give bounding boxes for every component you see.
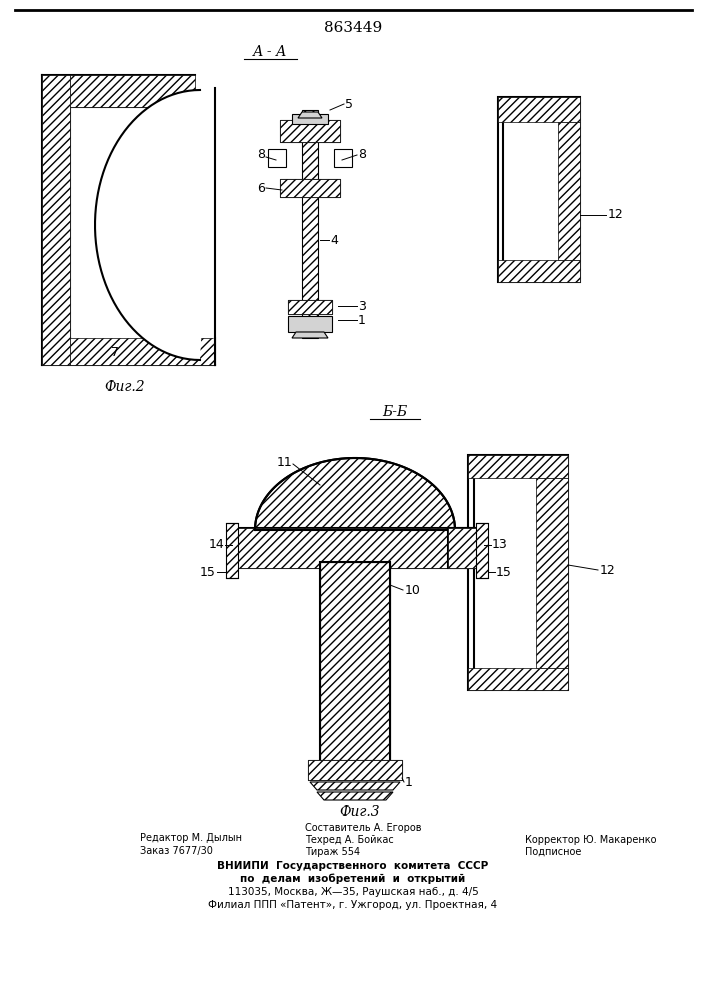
Text: 7: 7 [111, 346, 119, 359]
Bar [288, 316, 332, 332]
Text: 863449: 863449 [324, 21, 382, 35]
Bar [232, 528, 482, 568]
Text: 10: 10 [405, 584, 421, 596]
Bar [42, 75, 70, 365]
Polygon shape [317, 792, 393, 800]
Text: Фиг.2: Фиг.2 [105, 380, 146, 394]
Bar [468, 455, 568, 478]
Text: А - А: А - А [252, 45, 287, 59]
Bar [503, 107, 560, 270]
Text: 5: 5 [345, 98, 353, 110]
Bar [292, 114, 328, 124]
Text: 1: 1 [358, 314, 366, 326]
Bar [70, 75, 195, 107]
Polygon shape [292, 332, 328, 338]
Bar [498, 260, 580, 282]
Bar [232, 528, 482, 568]
Bar [320, 562, 390, 762]
Text: Филиал ППП «Патент», г. Ужгород, ул. Проектная, 4: Филиал ППП «Патент», г. Ужгород, ул. Про… [209, 900, 498, 910]
Text: Редактор М. Дылын: Редактор М. Дылын [140, 833, 242, 843]
Bar [70, 338, 215, 365]
Text: 15: 15 [200, 566, 216, 578]
Text: Подписное: Подписное [525, 847, 581, 857]
Bar [288, 300, 332, 314]
Bar [280, 120, 340, 142]
Text: по  делам  изобретений  и  открытий: по делам изобретений и открытий [240, 874, 466, 884]
Text: 113035, Москва, Ж—35, Раушская наб., д. 4/5: 113035, Москва, Ж—35, Раушская наб., д. … [228, 887, 479, 897]
Text: 4: 4 [330, 233, 338, 246]
Bar [498, 97, 580, 282]
Bar [268, 149, 286, 167]
Text: 14: 14 [209, 538, 224, 552]
Bar [288, 300, 332, 314]
Text: 8: 8 [257, 148, 265, 161]
Bar [448, 528, 484, 568]
Text: 15: 15 [496, 566, 512, 578]
Bar [308, 760, 402, 780]
Bar [280, 179, 340, 197]
Text: ВНИИПИ  Государственного  комитета  СССР: ВНИИПИ Государственного комитета СССР [217, 861, 489, 871]
Polygon shape [255, 458, 455, 530]
Bar [280, 179, 340, 197]
Text: Корректор Ю. Макаренко: Корректор Ю. Макаренко [525, 835, 657, 845]
Polygon shape [95, 88, 215, 365]
Bar [558, 122, 580, 260]
Text: Составитель А. Егоров: Составитель А. Егоров [305, 823, 421, 833]
Bar [498, 97, 580, 122]
Polygon shape [298, 112, 322, 118]
Bar [474, 465, 542, 678]
Text: 13: 13 [492, 538, 508, 552]
Text: 1: 1 [405, 776, 413, 788]
Bar [226, 523, 238, 578]
Text: Фиг.3: Фиг.3 [339, 805, 380, 819]
Text: Б-Б: Б-Б [382, 405, 408, 419]
Bar [448, 528, 484, 568]
Text: 11: 11 [276, 456, 292, 468]
Text: 6: 6 [257, 182, 265, 194]
Text: Техред А. Бойкас: Техред А. Бойкас [305, 835, 394, 845]
Bar [468, 455, 568, 690]
Bar [334, 149, 352, 167]
Bar [476, 523, 488, 578]
Text: Заказ 7677/30: Заказ 7677/30 [140, 846, 213, 856]
Text: 12: 12 [600, 564, 616, 576]
Bar [302, 110, 318, 338]
Text: Тираж 554: Тираж 554 [305, 847, 360, 857]
Bar [468, 668, 568, 690]
Bar [308, 760, 402, 780]
Text: 3: 3 [358, 300, 366, 312]
Bar [320, 562, 390, 762]
Text: 8: 8 [358, 148, 366, 161]
Text: 12: 12 [608, 209, 624, 222]
Bar [280, 120, 340, 142]
Bar [536, 478, 568, 668]
Polygon shape [310, 782, 400, 790]
